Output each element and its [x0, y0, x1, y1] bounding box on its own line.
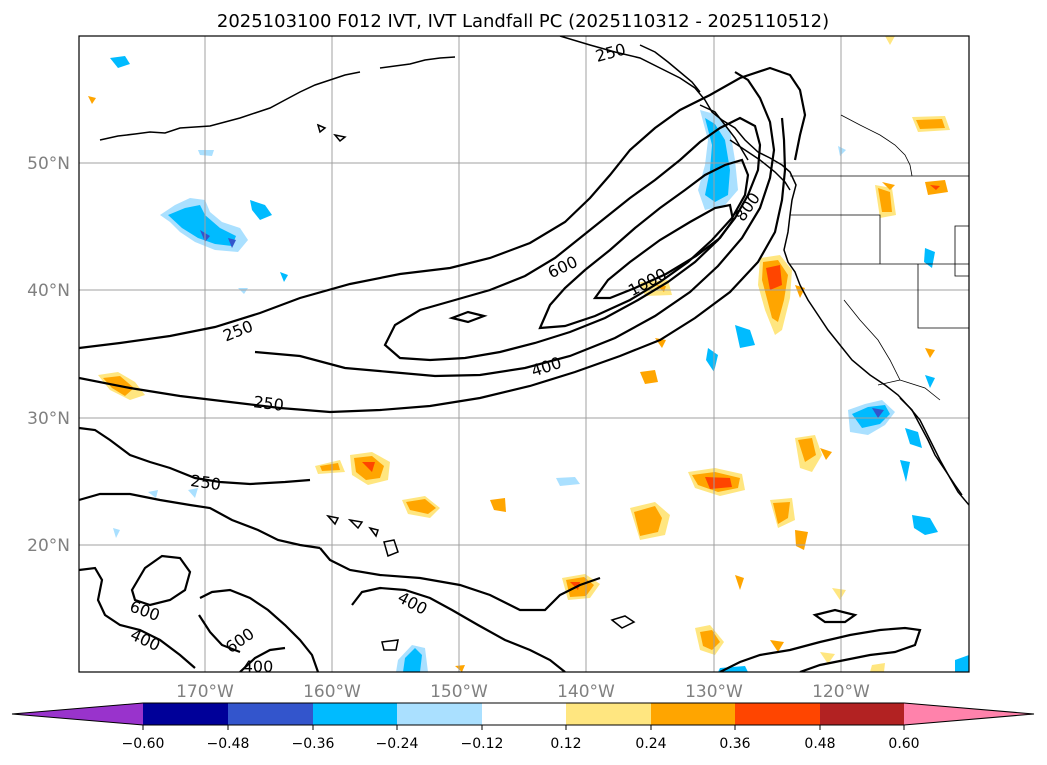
- lon-label-140w: 140°W: [557, 682, 615, 702]
- colorbar-tick-6: 0.12: [550, 736, 581, 752]
- colorbar-tick-3: −0.36: [292, 736, 335, 752]
- colorbar-bin-5: [482, 703, 566, 725]
- colorbar-tick-10: 0.60: [888, 736, 919, 752]
- colorbar-tick-1: −0.60: [122, 736, 165, 752]
- longitude-labels: 170°W 160°W 150°W 140°W 130°W 120°W: [176, 682, 870, 702]
- colorbar-tick-9: 0.48: [804, 736, 835, 752]
- colorbar-tick-7: 0.24: [635, 736, 666, 752]
- colorbar-tick-5: −0.12: [461, 736, 504, 752]
- lat-label-40n: 40°N: [27, 281, 70, 301]
- lon-label-170w: 170°W: [176, 682, 234, 702]
- colorbar-bin-2: [228, 703, 313, 725]
- colorbar-tick-8: 0.36: [719, 736, 750, 752]
- colorbar-bin-9: [820, 703, 904, 725]
- colorbar-bin-3: [313, 703, 397, 725]
- map-panel: 250 250 250 250 400 600 800 1000 600 400…: [78, 35, 970, 676]
- lon-label-160w: 160°W: [303, 682, 361, 702]
- colorbar-bin-8: [735, 703, 820, 725]
- colorbar-tick-2: −0.48: [207, 736, 250, 752]
- lat-label-20n: 20°N: [27, 536, 70, 556]
- colorbar: −0.60 −0.48 −0.36 −0.24 −0.12 0.12 0.24 …: [11, 702, 1035, 752]
- lon-label-120w: 120°W: [812, 682, 870, 702]
- lat-label-30n: 30°N: [27, 409, 70, 429]
- lat-label-50n: 50°N: [27, 154, 70, 174]
- colorbar-over-arrow: [904, 703, 1034, 725]
- political-borders: [790, 114, 969, 401]
- colorbar-bin-6: [566, 703, 651, 725]
- colorbar-under-arrow: [12, 703, 143, 725]
- latitude-labels: 50°N 40°N 30°N 20°N: [27, 154, 70, 556]
- lon-label-130w: 130°W: [685, 682, 743, 702]
- ivt-contours: [79, 66, 922, 672]
- contour-label-250-b: 250: [252, 392, 285, 415]
- graticule: [79, 36, 969, 672]
- map-title: 2025103100 F012 IVT, IVT Landfall PC (20…: [217, 11, 829, 32]
- map-frame: [78, 35, 970, 673]
- lon-label-150w: 150°W: [430, 682, 488, 702]
- colorbar-bin-1: [143, 703, 228, 725]
- colorbar-bin-4: [397, 703, 482, 725]
- map-background: [79, 36, 969, 672]
- negative-anomaly-shading: [110, 56, 969, 672]
- colorbar-tick-4: −0.24: [376, 736, 419, 752]
- colorbar-bin-7: [651, 703, 735, 725]
- contour-label-250-c: 250: [189, 471, 222, 494]
- coastlines: [99, 36, 969, 651]
- contour-label-400-c: 400: [243, 657, 274, 676]
